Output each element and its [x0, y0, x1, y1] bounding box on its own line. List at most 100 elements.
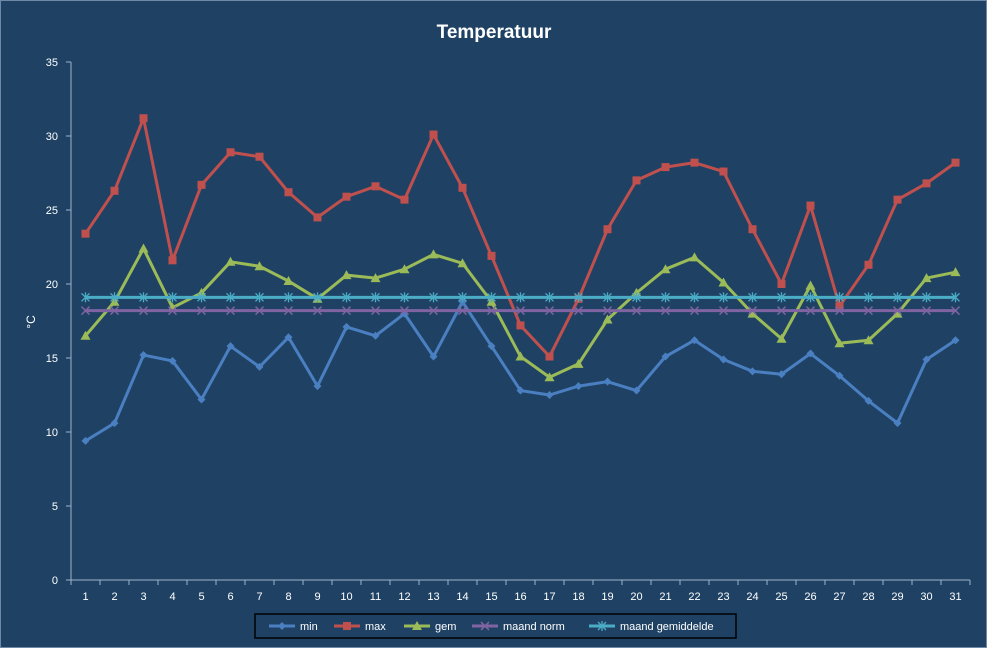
x-tick-label: 11: [370, 591, 381, 603]
data-point-max: [545, 352, 554, 361]
data-point-maand-gemiddelde: [429, 292, 438, 303]
data-point-maand-gemiddelde: [632, 292, 641, 303]
x-tick-label: 27: [833, 591, 845, 603]
data-point-maand-norm: [225, 306, 236, 316]
data-point-max: [719, 167, 728, 176]
data-point-min: [632, 386, 641, 395]
legend-marker-min: [278, 622, 286, 630]
data-point-max: [226, 148, 235, 157]
y-tick-label: 20: [46, 279, 58, 291]
data-point-min: [110, 419, 119, 428]
data-point-max: [400, 195, 409, 204]
legend-label-max: max: [365, 621, 386, 633]
data-point-maand-norm: [167, 306, 178, 316]
data-point-maand-gemiddelde: [284, 292, 293, 303]
data-point-min: [748, 367, 757, 376]
data-point-gem: [602, 314, 613, 324]
data-point-max: [748, 225, 757, 234]
data-point-maand-gemiddelde: [110, 292, 119, 303]
x-tick-label: 13: [427, 591, 439, 603]
data-point-gem: [515, 351, 526, 361]
data-point-max: [284, 188, 293, 197]
x-tick-label: 30: [920, 591, 932, 603]
data-point-maand-norm: [660, 306, 671, 316]
data-point-min: [690, 336, 699, 345]
data-point-min: [284, 333, 293, 342]
data-point-max: [371, 182, 380, 191]
data-point-maand-norm: [486, 306, 497, 316]
data-point-min: [603, 377, 612, 386]
legend-marker-max: [343, 622, 351, 630]
data-point-gem: [921, 273, 932, 283]
data-point-min: [574, 382, 583, 391]
data-point-maand-gemiddelde: [951, 292, 960, 303]
data-point-max: [632, 176, 641, 185]
data-point-maand-norm: [370, 306, 381, 316]
x-tick-label: 3: [140, 591, 146, 603]
x-tick-label: 14: [456, 591, 468, 603]
data-point-gem: [834, 338, 845, 348]
legend-item-maand-gemiddelde: maand gemiddelde: [589, 621, 714, 633]
data-point-maand-norm: [834, 306, 845, 316]
data-point-maand-norm: [399, 306, 410, 316]
data-point-min: [371, 331, 380, 340]
data-point-max: [835, 302, 844, 311]
data-point-maand-gemiddelde: [661, 292, 670, 303]
data-point-max: [661, 163, 670, 172]
data-point-maand-norm: [718, 306, 729, 316]
data-point-maand-gemiddelde: [603, 292, 612, 303]
data-point-gem: [399, 264, 410, 274]
data-point-max: [487, 251, 496, 260]
data-point-maand-gemiddelde: [864, 292, 873, 303]
data-point-gem: [950, 267, 961, 277]
y-tick-label: 30: [46, 131, 58, 143]
legend-marker-maand-norm: [480, 621, 490, 631]
x-tick-label: 5: [198, 591, 204, 603]
data-point-maand-norm: [254, 306, 265, 316]
x-tick-label: 16: [514, 591, 526, 603]
data-point-min: [777, 370, 786, 379]
x-tick-label: 7: [256, 591, 262, 603]
data-point-maand-norm: [80, 306, 91, 316]
data-point-maand-norm: [138, 306, 149, 316]
data-point-maand-gemiddelde: [313, 292, 322, 303]
y-tick-label: 25: [46, 205, 58, 217]
data-point-maand-gemiddelde: [835, 292, 844, 303]
legend-box: [254, 613, 737, 639]
data-point-min: [951, 336, 960, 345]
data-point-maand-gemiddelde: [806, 292, 815, 303]
data-point-gem: [138, 243, 149, 253]
y-tick-label: 0: [52, 575, 58, 587]
legend-item-min: min: [269, 621, 318, 633]
data-point-maand-gemiddelde: [197, 292, 206, 303]
data-point-gem: [80, 330, 91, 340]
data-point-maand-norm: [544, 306, 555, 316]
legend-item-max: max: [334, 621, 386, 633]
data-point-maand-gemiddelde: [81, 292, 90, 303]
data-point-maand-norm: [892, 306, 903, 316]
legend-marker-maand-gemiddelde: [597, 621, 607, 631]
data-point-maand-norm: [573, 306, 584, 316]
data-point-maand-norm: [196, 306, 207, 316]
data-point-min: [545, 391, 554, 399]
data-point-maand-gemiddelde: [719, 292, 728, 303]
data-point-maand-norm: [312, 306, 323, 316]
x-tick-label: 10: [340, 591, 352, 603]
data-point-maand-norm: [689, 306, 700, 316]
data-point-max: [197, 180, 206, 189]
data-point-maand-gemiddelde: [371, 292, 380, 303]
data-point-max: [458, 183, 467, 192]
y-tick-label: 5: [52, 501, 58, 513]
data-point-min: [429, 352, 438, 361]
x-tick-label: 22: [688, 591, 700, 603]
x-tick-label: 25: [775, 591, 787, 603]
data-point-min: [516, 386, 525, 395]
data-point-maand-norm: [515, 306, 526, 316]
data-point-min: [719, 355, 728, 364]
data-point-max: [922, 179, 931, 188]
data-point-maand-gemiddelde: [516, 292, 525, 303]
data-point-min: [835, 371, 844, 380]
data-point-gem: [254, 261, 265, 271]
